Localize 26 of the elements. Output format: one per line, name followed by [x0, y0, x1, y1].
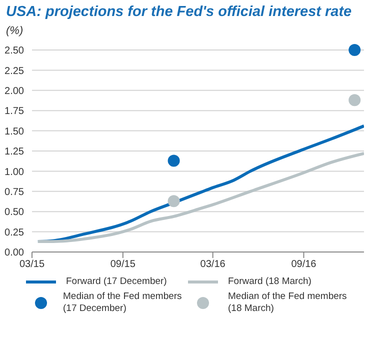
legend-label: Forward (18 March): [228, 276, 312, 288]
y-axis-title: (%): [6, 25, 24, 37]
y-tick-label: 1.00: [4, 166, 24, 178]
chart-title: USA: projections for the Fed's official interest rate: [6, 4, 352, 20]
point: [348, 44, 361, 56]
y-tick-label: 2.50: [4, 46, 24, 57]
y-tick-label: 0.00: [4, 248, 24, 259]
x-tick-label: 03/15: [19, 259, 45, 270]
y-tick-label: 0.50: [4, 207, 24, 218]
y-tick-label: 1.75: [4, 106, 24, 118]
x-tick-label: 03/16: [200, 259, 226, 270]
legend-label: Median of the Fed members (17 December): [63, 291, 183, 315]
y-tick-label: 2.25: [4, 66, 24, 77]
y-tick-label: 0.25: [4, 227, 24, 238]
y-tick-label: 2.00: [4, 86, 24, 97]
point: [168, 195, 180, 208]
y-tick-label: 1.25: [4, 146, 24, 158]
y-tick-label: 1.50: [4, 126, 24, 138]
point: [168, 154, 180, 167]
x-tick-label: 09/16: [291, 259, 317, 270]
point: [348, 94, 361, 106]
line-series: [36, 152, 364, 243]
x-tick-label: 09/15: [110, 259, 136, 270]
y-tick-label: 0.75: [4, 186, 24, 198]
legend-label: Median of the Fed members (18 March): [228, 291, 348, 315]
legend-label: Forward (17 December): [66, 276, 167, 288]
